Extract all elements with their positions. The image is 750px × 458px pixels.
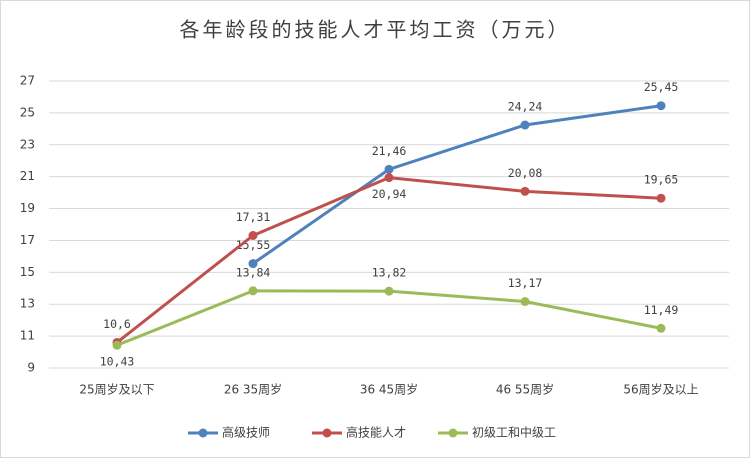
legend-marker bbox=[448, 428, 458, 438]
data-point bbox=[112, 340, 122, 350]
data-label: 11,49 bbox=[644, 303, 679, 317]
data-point bbox=[384, 164, 394, 174]
y-tick-label: 15 bbox=[20, 265, 35, 279]
y-tick-label: 25 bbox=[20, 105, 35, 119]
data-label: 13,82 bbox=[372, 266, 407, 280]
data-point bbox=[248, 259, 258, 269]
data-label: 13,84 bbox=[236, 265, 271, 279]
y-tick-label: 21 bbox=[20, 169, 35, 183]
data-label: 20,94 bbox=[372, 187, 407, 201]
legend-label: 高级技师 bbox=[222, 425, 270, 440]
chart-title: 各年龄段的技能人才平均工资（万元） bbox=[180, 18, 571, 42]
y-tick-label: 13 bbox=[20, 297, 35, 311]
data-label: 21,46 bbox=[372, 144, 407, 158]
y-tick-label: 17 bbox=[20, 233, 35, 247]
data-point bbox=[384, 286, 394, 296]
data-label: 20,08 bbox=[508, 166, 543, 180]
series-line bbox=[252, 104, 662, 265]
x-tick-label: 36 45周岁 bbox=[360, 382, 418, 397]
legend-marker bbox=[198, 428, 208, 438]
data-point bbox=[384, 173, 394, 183]
data-label: 19,65 bbox=[644, 173, 679, 187]
y-tick-label: 11 bbox=[20, 329, 35, 343]
data-point bbox=[248, 231, 258, 241]
x-tick-label: 25周岁及以下 bbox=[79, 382, 154, 397]
y-tick-label: 23 bbox=[20, 137, 35, 151]
data-label: 13,17 bbox=[508, 276, 543, 290]
data-label: 17,31 bbox=[236, 210, 271, 224]
data-point bbox=[520, 120, 530, 130]
y-tick-label: 19 bbox=[20, 201, 35, 215]
data-point bbox=[520, 186, 530, 196]
x-tick-label: 46 55周岁 bbox=[496, 382, 554, 397]
legend-marker bbox=[322, 428, 332, 438]
data-label: 25,45 bbox=[644, 80, 679, 94]
data-point bbox=[520, 297, 530, 307]
y-tick-label: 9 bbox=[27, 361, 35, 375]
legend-label: 初级工和中级工 bbox=[472, 425, 556, 440]
data-point bbox=[248, 286, 258, 296]
data-label: 10,43 bbox=[100, 355, 135, 369]
data-label: 10,6 bbox=[103, 317, 131, 331]
legend-label: 高技能人才 bbox=[346, 425, 406, 440]
y-tick-label: 27 bbox=[20, 74, 35, 88]
x-tick-label: 56周岁及以上 bbox=[623, 382, 698, 397]
data-point bbox=[656, 101, 666, 111]
data-label: 24,24 bbox=[508, 100, 543, 114]
data-point bbox=[656, 323, 666, 333]
x-tick-label: 26 35周岁 bbox=[224, 382, 282, 397]
data-point bbox=[656, 193, 666, 203]
